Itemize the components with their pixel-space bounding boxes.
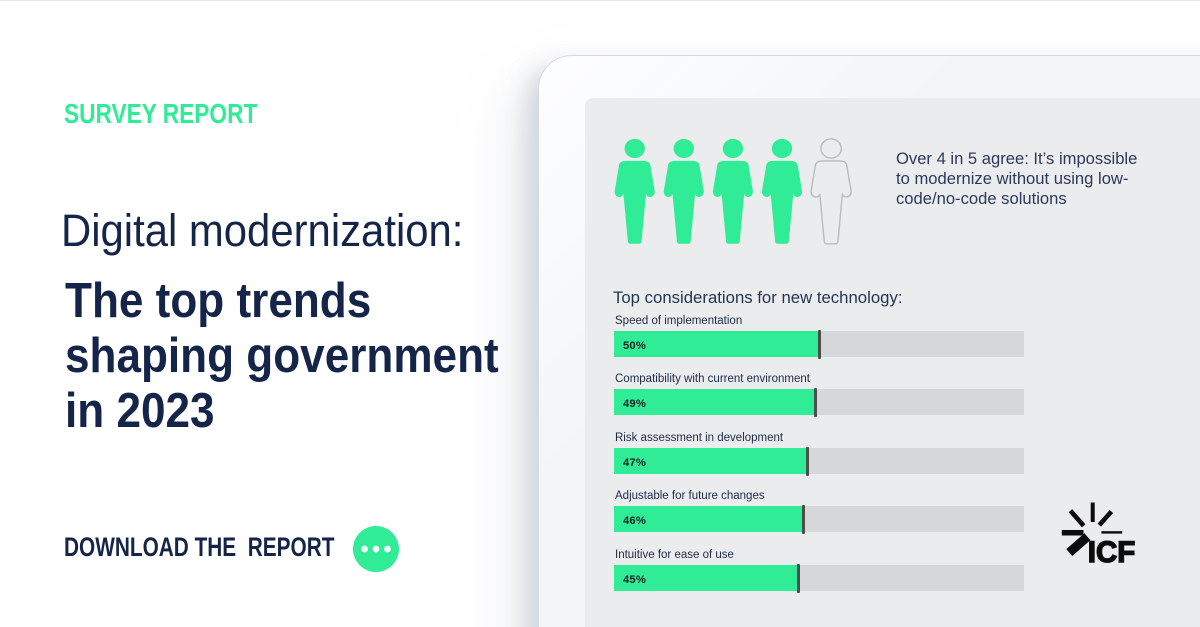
svg-text:ICF: ICF [1088,536,1136,569]
